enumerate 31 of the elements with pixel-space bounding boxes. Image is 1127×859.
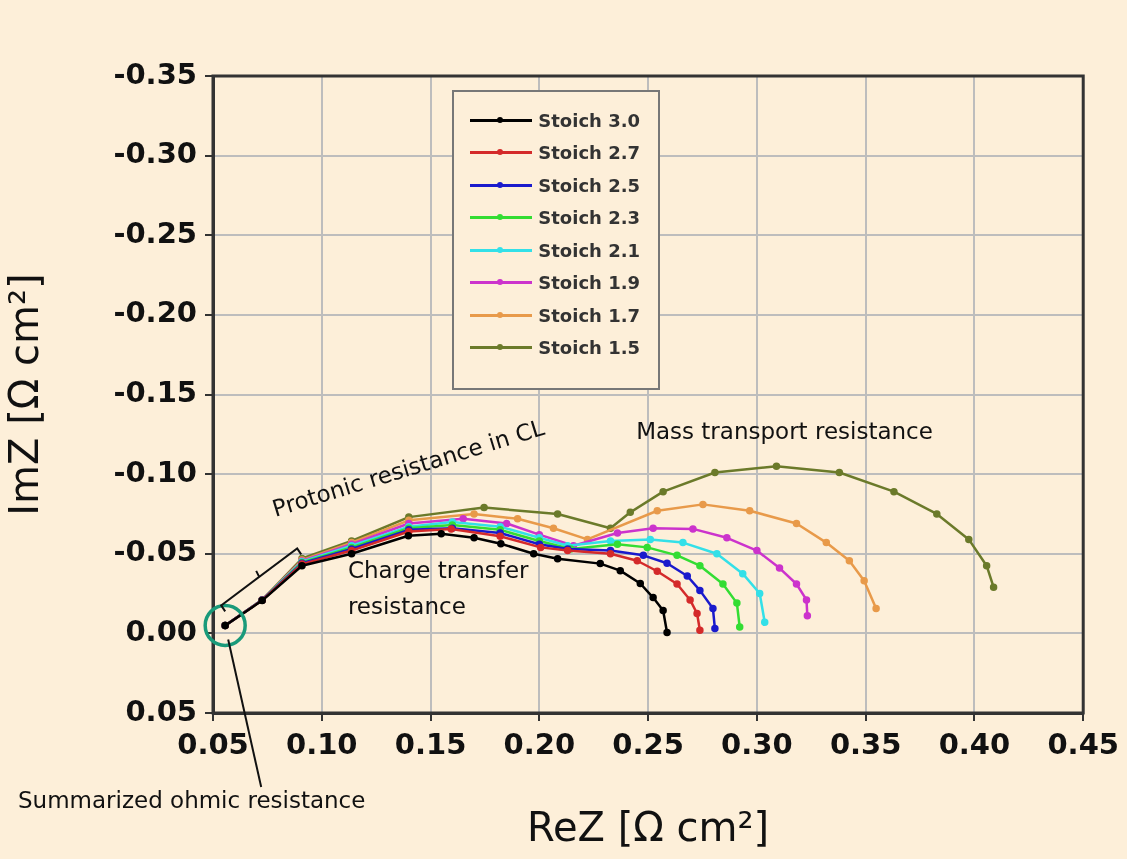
legend-label: Stoich 3.0 (538, 109, 641, 131)
x-tick-label: 0.40 (938, 726, 1011, 761)
y-tick-label: -0.05 (113, 534, 197, 569)
y-tick-label: 0.05 (125, 693, 197, 728)
y-tick-label: -0.15 (113, 375, 197, 410)
text: Summarized ohmic resistance (18, 786, 366, 815)
x-tick-label: 0.45 (1047, 726, 1120, 761)
legend-label: Stoich 2.1 (538, 239, 641, 261)
legend-label: Stoich 2.7 (538, 142, 641, 164)
y-tick-label: 0.00 (125, 613, 197, 648)
annotation: Mass transport resistance (636, 417, 933, 447)
legend-label: Stoich 1.9 (538, 272, 641, 294)
x-tick-label: 0.30 (721, 726, 793, 761)
x-tick-label: 0.20 (503, 726, 576, 761)
y-axis-title: ImZ [Ω cm²] (1, 273, 48, 516)
legend-label: Stoich 2.5 (538, 174, 641, 196)
x-axis-title: ReZ [Ω cm²] (527, 804, 770, 851)
y-tick-label: -0.25 (113, 215, 197, 250)
y-tick-label: -0.35 (113, 56, 197, 91)
x-tick-label: 0.35 (829, 726, 902, 761)
x-tick-label: 0.10 (286, 726, 358, 761)
y-tick-label: -0.20 (113, 295, 197, 330)
annotation: Charge transfer resistance (347, 555, 530, 621)
x-tick-label: 0.05 (177, 726, 249, 761)
x-tick-label: 0.25 (612, 726, 684, 761)
x-tick-label: 0.15 (394, 726, 467, 761)
y-tick-label: -0.10 (113, 454, 197, 489)
legend-label: Stoich 1.7 (538, 304, 641, 326)
y-tick-label: -0.30 (113, 136, 197, 171)
legend-label: Stoich 2.3 (538, 207, 641, 229)
legend-label: Stoich 1.5 (538, 337, 641, 359)
